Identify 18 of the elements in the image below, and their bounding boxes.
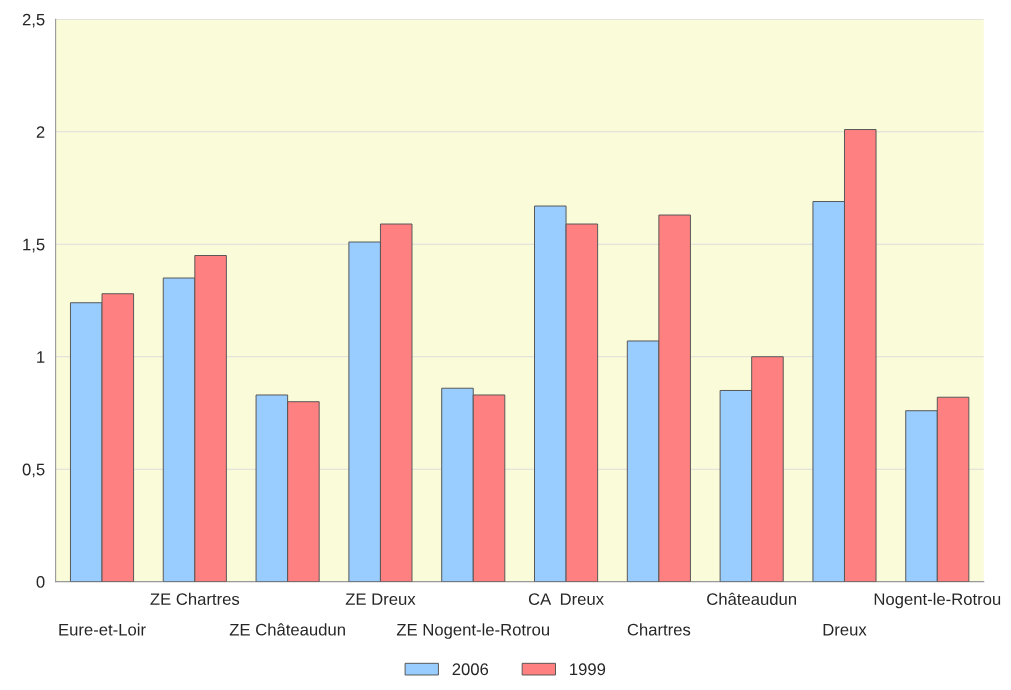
x-tick-label: ZE Châteaudun	[229, 623, 345, 636]
y-tick-label: 1	[37, 351, 45, 363]
x-tick-label: ZE Dreux	[345, 593, 416, 606]
y-tick-label: 0	[36, 576, 45, 588]
x-tick-label: Nogent-le-Rotrou	[874, 592, 1001, 609]
x-tick-label: Dreux	[823, 623, 867, 636]
y-tick-label: 2,5	[22, 13, 45, 28]
legend-label: 2006	[452, 663, 489, 676]
x-tick-label: Chartres	[627, 623, 691, 636]
y-tick-label: 2	[36, 126, 45, 138]
legend-label: 1999	[570, 663, 606, 676]
y-tick-label: 0,5	[22, 463, 45, 478]
x-tick-label: ZE Nogent-le-Rotrou	[396, 623, 550, 639]
x-tick-label: Eure-et-Loir	[59, 623, 146, 636]
x-tick-label: Châteaudun	[707, 592, 797, 606]
x-tick-label: CA Dreux	[528, 593, 604, 606]
x-tick-label: ZE Chartres	[150, 592, 240, 606]
y-tick-label: 1,5	[23, 238, 45, 253]
